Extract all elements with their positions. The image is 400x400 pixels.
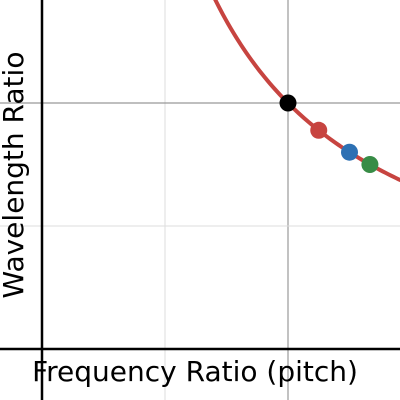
reciprocal-curve xyxy=(213,0,400,183)
data-point-3 xyxy=(341,143,358,161)
data-point-4 xyxy=(361,156,379,173)
data-points xyxy=(279,94,379,173)
x-axis-label: Frequency Ratio (pitch) xyxy=(32,355,358,388)
y-axis-label: Wavelength Ratio xyxy=(0,52,30,299)
data-point-2 xyxy=(310,121,328,139)
data-point-1 xyxy=(279,94,297,112)
